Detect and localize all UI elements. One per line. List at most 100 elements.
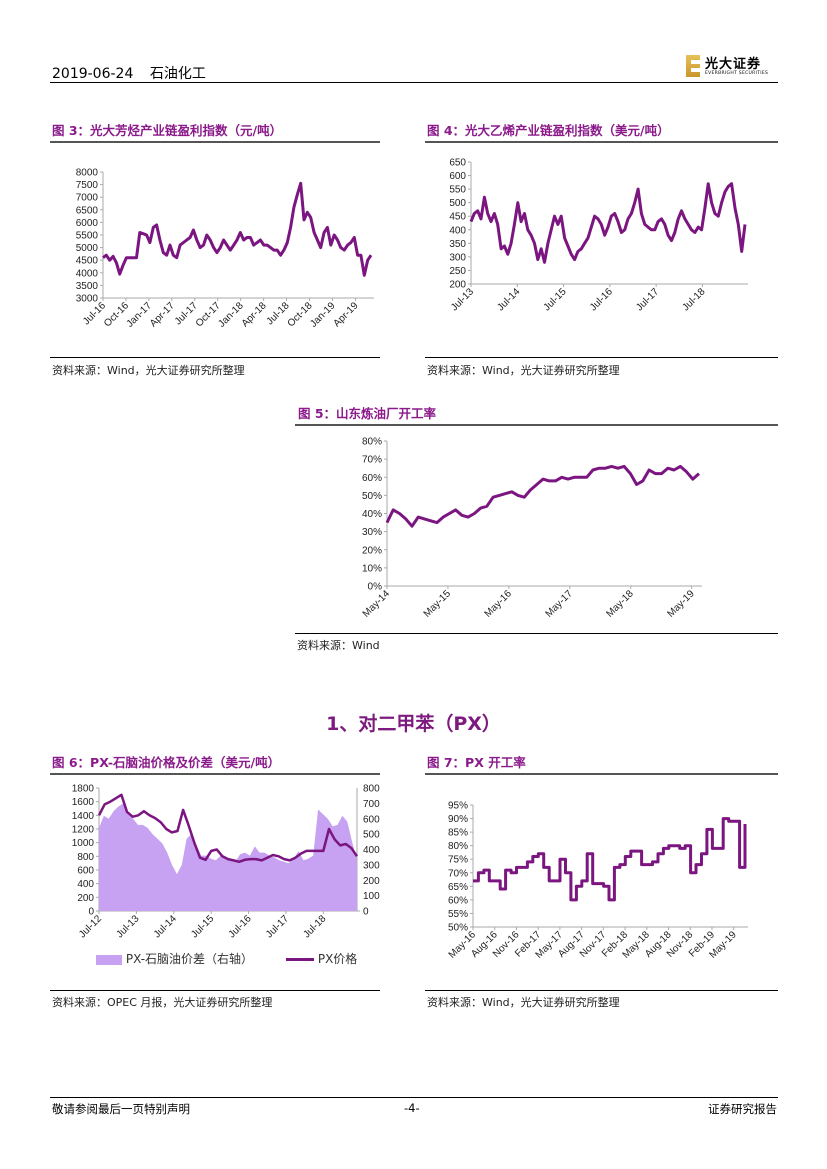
- x-tick-label: May-18: [605, 588, 637, 620]
- fig4-title-rule: [425, 141, 778, 143]
- y-tick-label: 0%: [368, 582, 383, 593]
- fig7-title-rule: [425, 773, 778, 775]
- y-tick-label: 55%: [448, 909, 468, 920]
- y-tick-label: 70%: [362, 455, 382, 466]
- y-tick-label: 80%: [362, 437, 382, 448]
- x-tick-label: Jul-16: [588, 286, 615, 313]
- y-tick-label: 65%: [448, 882, 468, 893]
- y-tick-label: 1200: [72, 825, 95, 836]
- x-tick-label: Jul-15: [542, 286, 569, 313]
- y-tick-label: 90%: [448, 814, 468, 825]
- legend-spread-label: PX-石脑油价差（右轴）: [125, 952, 254, 966]
- y-tick-label: 450: [449, 212, 466, 223]
- y-tick-label: 60%: [448, 895, 468, 906]
- y-tick-label: 50%: [448, 923, 468, 934]
- fig7-source-rule: [425, 990, 778, 991]
- x-tick-label: Jul-18: [680, 286, 707, 313]
- section-heading: 1、对二甲苯（PX）: [326, 713, 501, 735]
- y-tick-label: 300: [449, 252, 466, 263]
- legend-line-swatch-icon: [286, 958, 314, 961]
- fig7-title: 图 7：PX 开工率: [427, 755, 526, 770]
- series-line-0: [473, 817, 747, 902]
- y-tick-label: 1600: [72, 797, 95, 808]
- x-tick-label: Jan-18: [216, 300, 246, 330]
- legend-price-label: PX价格: [317, 952, 358, 966]
- y-tick-label: 600: [77, 866, 94, 877]
- x-tick-label: Jul-14: [495, 286, 522, 313]
- logo-mark-icon: [686, 55, 700, 77]
- x-tick-label: Apr-19: [332, 300, 361, 329]
- y-tick-label: 8000: [76, 168, 99, 179]
- y-tick-label: 4000: [76, 268, 99, 279]
- y-right-tick-label: 200: [363, 876, 380, 887]
- fig6-title: 图 6：PX-石脑油价格及价差（美元/吨）: [52, 755, 281, 770]
- series-line-0: [102, 181, 373, 277]
- fig6-legend-price: PX价格: [286, 950, 357, 967]
- y-tick-label: 5000: [76, 243, 99, 254]
- y-tick-label: 40%: [362, 509, 382, 520]
- fig4-source: 资料来源：Wind，光大证券研究所整理: [427, 364, 620, 377]
- y-right-tick-label: 0: [363, 907, 369, 918]
- y-tick-label: 7500: [76, 180, 99, 191]
- x-tick-label: Jul-18: [301, 913, 328, 940]
- y-right-tick-label: 300: [363, 860, 380, 871]
- x-tick-label: Jul-14: [152, 913, 179, 940]
- y-right-tick-label: 600: [363, 814, 380, 825]
- fig4-title: 图 4：光大乙烯产业链盈利指数（美元/吨）: [427, 123, 670, 138]
- fig5-source-rule: [295, 633, 778, 634]
- y-tick-label: 3000: [76, 294, 99, 305]
- fig6-source: 资料来源：OPEC 月报，光大证券研究所整理: [52, 996, 273, 1009]
- y-tick-label: 85%: [448, 828, 468, 839]
- y-tick-label: 30%: [362, 527, 382, 538]
- y-tick-label: 3500: [76, 281, 99, 292]
- x-tick-label: May-14: [361, 588, 393, 620]
- y-tick-label: 1800: [72, 784, 95, 795]
- x-tick-label: Jan-17: [125, 300, 155, 330]
- report-sector: 石油化工: [149, 66, 206, 82]
- fig3-source-rule: [50, 357, 380, 358]
- y-tick-label: 95%: [448, 801, 468, 812]
- fig5-title-rule: [295, 424, 778, 426]
- y-right-tick-label: 100: [363, 891, 380, 902]
- page-number: -4-: [404, 1101, 420, 1115]
- y-tick-label: 400: [77, 879, 94, 890]
- series-line-0: [385, 464, 700, 528]
- y-tick-label: 1400: [72, 811, 95, 822]
- y-tick-label: 200: [77, 893, 94, 904]
- x-tick-label: Apr-17: [148, 300, 177, 329]
- fig6-title-rule: [50, 773, 380, 775]
- y-tick-label: 20%: [362, 545, 382, 556]
- spread-area: [99, 803, 357, 911]
- report-date: 2019-06-24: [52, 66, 134, 82]
- y-tick-label: 600: [449, 171, 466, 182]
- series-line-1: [97, 793, 359, 864]
- y-right-tick-label: 700: [363, 799, 380, 810]
- x-tick-label: Jul-17: [264, 913, 291, 940]
- x-tick-label: Jul-16: [227, 913, 254, 940]
- y-tick-label: 50%: [362, 491, 382, 502]
- y-tick-label: 80%: [448, 841, 468, 852]
- y-tick-label: 200: [449, 280, 466, 291]
- footer-report-type: 证券研究报告: [708, 1102, 777, 1116]
- y-right-tick-label: 800: [363, 784, 380, 795]
- series-line-0: [469, 182, 747, 264]
- y-tick-label: 650: [449, 158, 466, 169]
- x-tick-label: May-19: [665, 588, 697, 620]
- y-tick-label: 500: [449, 198, 466, 209]
- logo-cn: 光大证券: [705, 57, 762, 72]
- y-tick-label: 70%: [448, 868, 468, 879]
- fig4-source-rule: [425, 357, 778, 358]
- y-tick-label: 7000: [76, 193, 99, 204]
- fig5-source: 资料来源：Wind: [297, 639, 380, 652]
- y-tick-label: 6000: [76, 218, 99, 229]
- y-tick-label: 6500: [76, 205, 99, 216]
- x-tick-label: Jul-13: [114, 913, 141, 940]
- fig3-title-rule: [50, 141, 380, 143]
- y-tick-label: 400: [449, 225, 466, 236]
- x-tick-label: May-15: [422, 588, 454, 620]
- y-right-tick-label: 500: [363, 830, 380, 841]
- y-tick-label: 75%: [448, 855, 468, 866]
- footer-divider: [50, 1097, 778, 1098]
- y-tick-label: 4500: [76, 256, 99, 267]
